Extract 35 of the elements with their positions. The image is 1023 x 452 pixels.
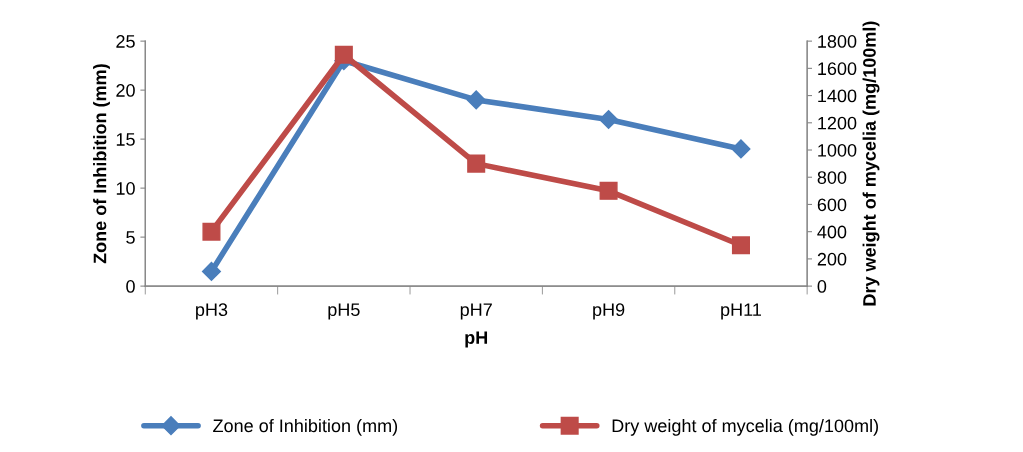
y2-tick-label: 400: [817, 225, 847, 239]
point: [731, 236, 750, 255]
y-tick-label: 20: [116, 84, 135, 97]
x-tick-label: pH3: [196, 303, 228, 320]
y-tick-label: 15: [116, 133, 135, 146]
y-axis-title: Zone of Inhibition (mm): [93, 64, 110, 264]
x-tick-label: pH11: [721, 303, 761, 320]
y2-tick-label: 1600: [818, 62, 857, 76]
y2-tick-label: 1800: [818, 35, 857, 48]
point: [201, 261, 221, 281]
point: [202, 222, 221, 241]
point: [466, 90, 486, 110]
y2-tick-label: 600: [817, 198, 847, 212]
y2-tick-label: 0: [817, 280, 827, 293]
point: [731, 139, 751, 159]
x-tick-label: pH7: [460, 303, 492, 320]
x-axis-title: pH: [465, 331, 488, 348]
point: [467, 154, 486, 173]
legend-label: Zone of Inhibition (mm): [213, 418, 398, 436]
y2-axis-title: Dry weight of mycelia (mg/100ml): [862, 21, 880, 306]
y-tick-label: 25: [116, 35, 135, 48]
y-tick-label: 10: [116, 182, 135, 195]
y2-tick-label: 1400: [818, 89, 857, 103]
y2-tick-label: 1000: [818, 143, 857, 157]
y-tick-label: 0: [126, 280, 135, 293]
y2-tick-label: 800: [817, 171, 847, 184]
point: [599, 109, 619, 130]
y2-tick-label: 1200: [818, 116, 857, 130]
x-tick-label: pH5: [328, 303, 360, 320]
point: [599, 181, 618, 200]
x-tick-label: pH9: [593, 303, 625, 320]
y2-tick-label: 200: [817, 252, 847, 266]
legend-label: Dry weight of mycelia (mg/100ml): [612, 418, 878, 436]
y-tick-label: 5: [126, 231, 135, 244]
point: [334, 45, 353, 64]
